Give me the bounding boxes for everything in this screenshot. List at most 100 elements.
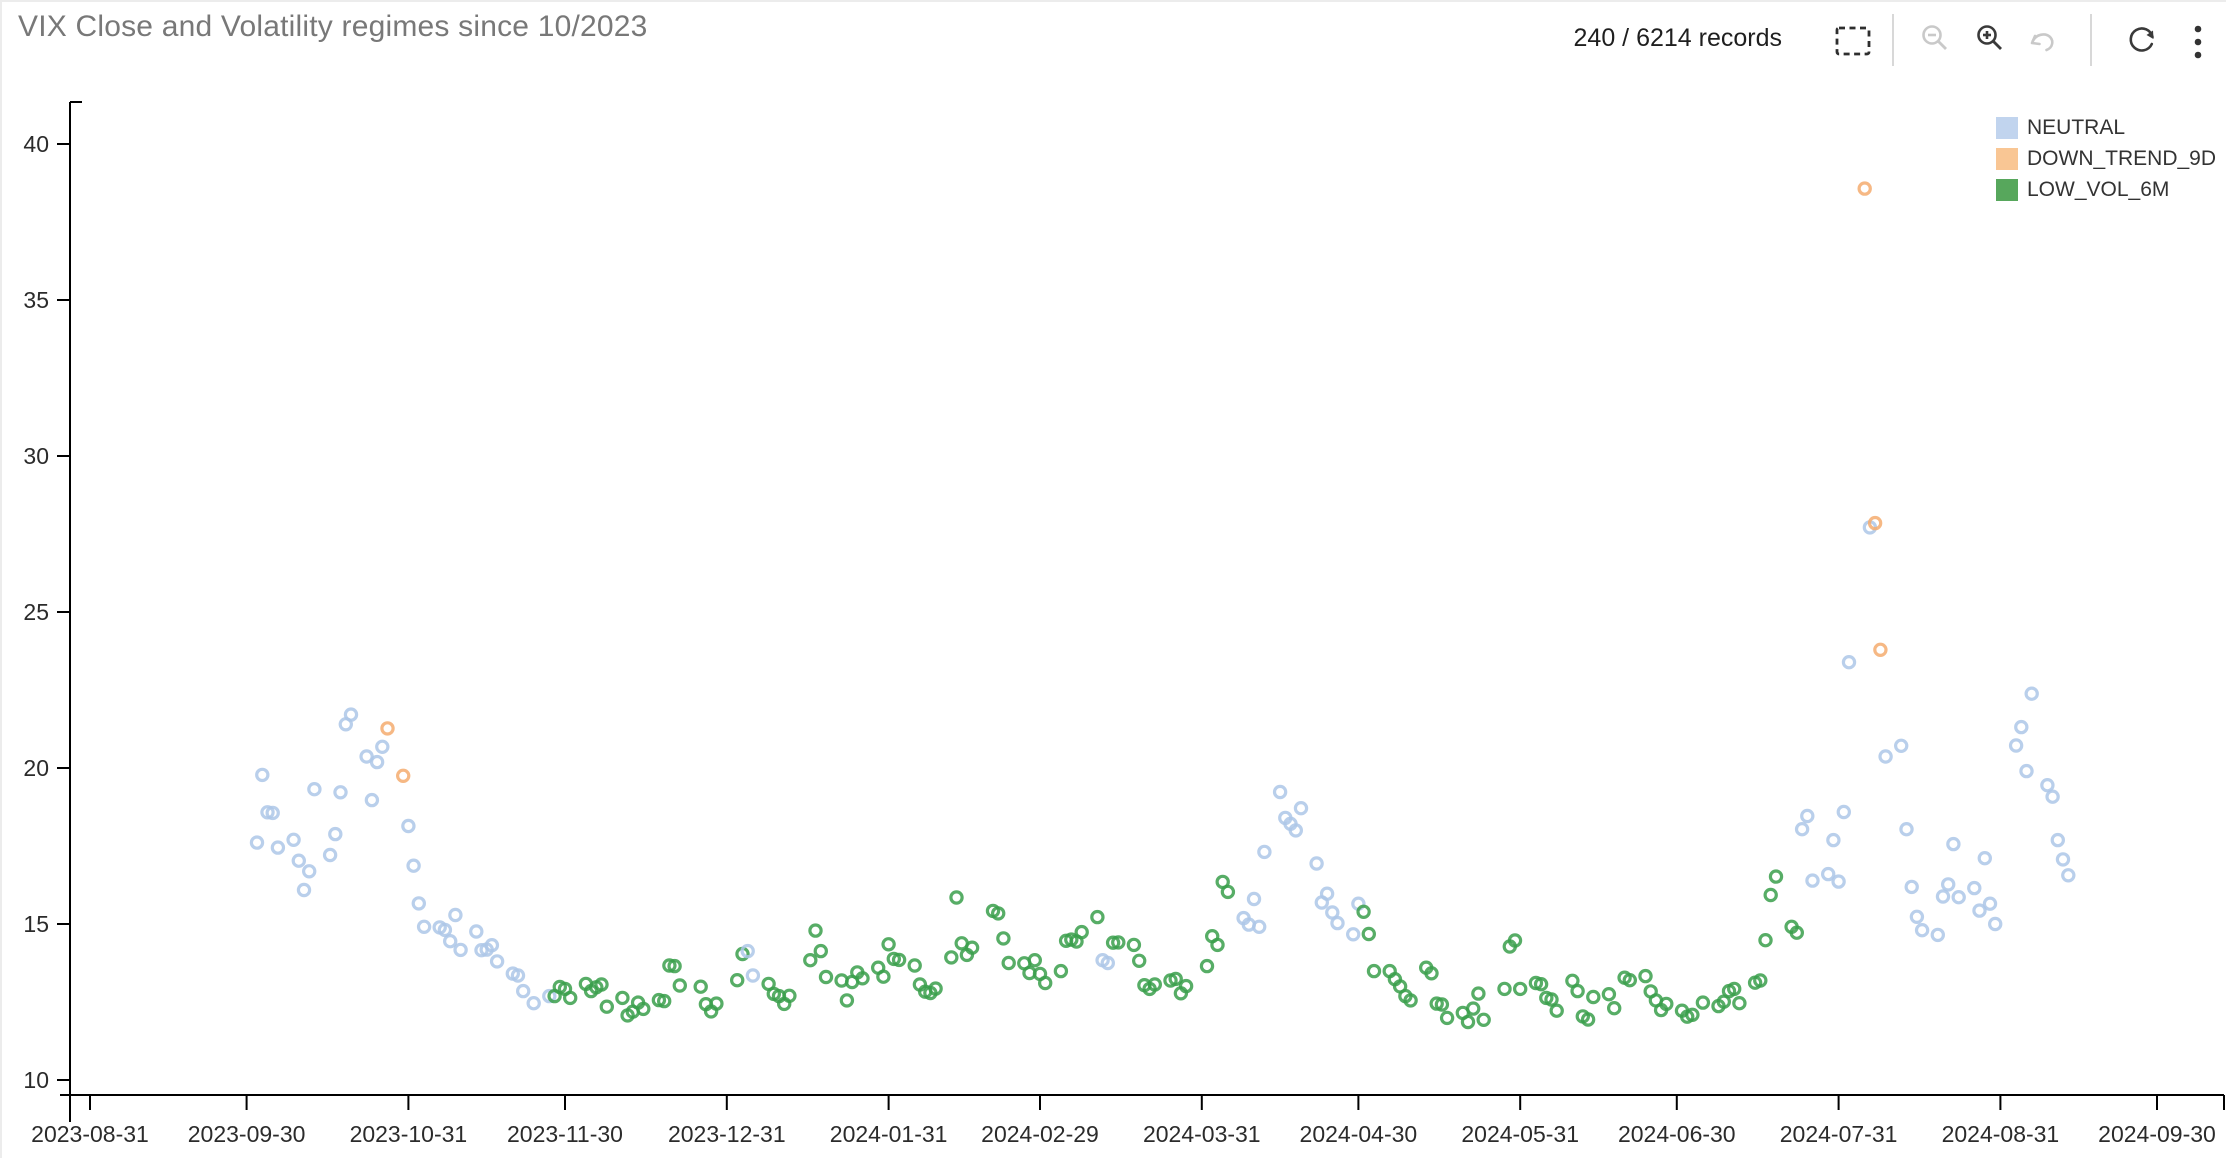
data-point [1831,874,1846,889]
legend-swatch [1996,147,2018,170]
data-point [2024,686,2039,701]
data-point [1800,808,1815,824]
y-tick-label: 30 [23,443,49,469]
data-point [1356,904,1371,920]
data-point [1345,927,1361,942]
data-point [813,943,829,959]
refresh-button[interactable] [2126,24,2158,56]
data-point [1507,933,1523,948]
data-point [1622,973,1638,988]
data-point [1946,836,1961,852]
data-point [1878,749,1893,764]
data-point [1768,869,1784,884]
legend-item[interactable]: DOWN_TREND_9D [1996,143,2216,174]
data-point [1685,1007,1700,1023]
data-point [991,906,1006,921]
x-tick-label: 2024-06-30 [1618,1121,1736,1147]
data-point [1424,966,1439,981]
data-point [964,940,980,955]
zoom-out-icon [1922,25,1947,50]
data-point [1638,968,1653,984]
data-point [1027,953,1043,968]
data-point [1841,655,1857,670]
data-point [1319,886,1335,901]
data-point [1309,856,1324,871]
undo-button[interactable] [2028,26,2058,56]
data-point [255,767,270,783]
data-point [1967,880,1982,896]
data-point [693,979,708,994]
toolbar-divider [2090,14,2092,66]
data-point [1293,801,1309,816]
data-point [730,973,745,988]
data-point [1805,873,1820,888]
zoom-out-button[interactable] [1920,24,1950,54]
legend-item[interactable]: NEUTRAL [1996,112,2216,143]
data-point [296,882,312,898]
data-point [1873,642,1888,658]
data-point [1732,996,1747,1011]
data-point [818,969,834,985]
data-point [1251,919,1267,935]
data-point [1220,884,1236,900]
data-point [808,923,823,938]
data-point [1726,981,1742,997]
data-point [484,938,500,953]
x-tick-label: 2024-08-31 [1942,1121,2060,1147]
x-tick-label: 2023-10-31 [350,1121,468,1147]
data-point [526,996,541,1011]
data-point [1090,909,1105,925]
y-tick-label: 35 [23,287,49,313]
data-point [1105,935,1121,950]
data-point [1533,977,1549,992]
data-point [286,832,301,848]
data-point [1935,889,1951,904]
x-tick-label: 2024-01-31 [830,1121,948,1147]
data-point [1434,997,1450,1012]
data-point [996,931,1011,946]
data-point [740,943,755,959]
data-point [709,996,724,1011]
data-point [2008,738,2024,753]
x-tick-label: 2023-08-31 [31,1121,149,1147]
data-point [2019,763,2034,779]
data-point [1836,804,1852,820]
data-point [265,805,280,821]
data-point [1586,989,1601,1005]
legend-swatch [1996,116,2018,139]
x-tick-label: 2024-05-31 [1461,1121,1579,1147]
data-point [1476,1012,1491,1028]
data-point [1366,963,1382,979]
data-point [2061,868,2076,883]
data-point [944,950,959,965]
box-select-button[interactable] [1835,26,1871,56]
overflow-menu-button[interactable] [2188,22,2208,62]
data-point [891,952,907,968]
data-point [1168,971,1183,987]
data-point [375,739,390,755]
data-point [1820,866,1836,882]
box-select-icon [1835,26,1871,56]
data-point [1361,926,1377,942]
data-point [672,978,688,993]
data-point [2050,832,2065,848]
data-point [1147,977,1163,992]
data-point [662,958,677,973]
zoom-in-button[interactable] [1975,24,2005,54]
x-tick-label: 2024-02-29 [981,1121,1099,1147]
data-point [1909,909,1925,925]
data-point [1899,822,1914,837]
data-point [1288,823,1304,838]
data-point [380,721,395,736]
data-point [1753,973,1768,988]
x-tick-label: 2023-12-31 [668,1121,786,1147]
data-point [328,826,343,842]
legend-item[interactable]: LOW_VOL_6M [1996,174,2216,205]
data-point [876,969,891,984]
data-point [1659,996,1674,1012]
legend: NEUTRAL DOWN_TREND_9D LOW_VOL_6M [1996,112,2216,205]
data-point [469,924,484,939]
data-point [448,907,463,923]
data-point [1893,738,1909,754]
